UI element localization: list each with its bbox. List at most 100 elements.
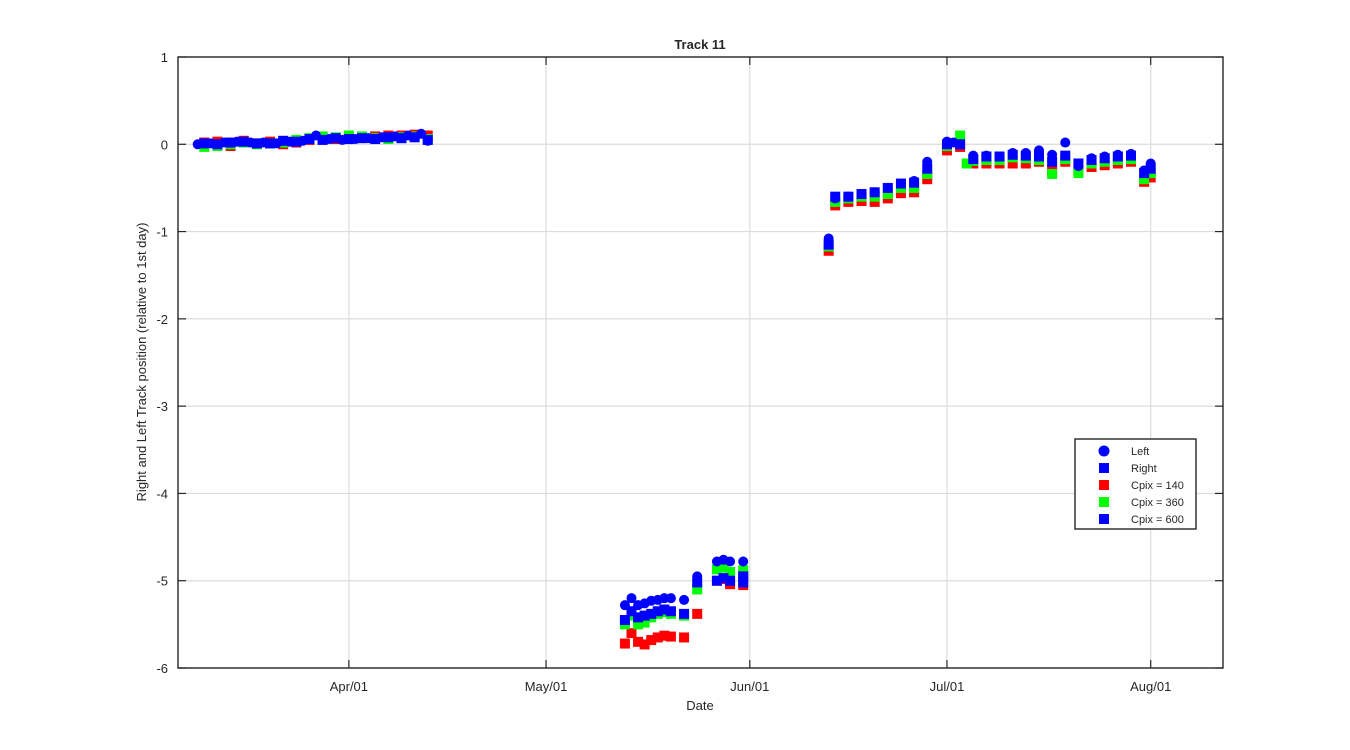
y-tick-label: -5 (156, 574, 168, 589)
data-point (619, 638, 630, 649)
y-tick-label: -2 (156, 312, 168, 327)
y-tick-label: -3 (156, 399, 168, 414)
data-point (1073, 168, 1084, 179)
data-point (659, 630, 670, 641)
legend-marker (1099, 497, 1109, 507)
data-point (337, 134, 348, 145)
data-point (258, 137, 269, 148)
data-point (895, 178, 906, 189)
legend-marker (1098, 445, 1110, 457)
data-marks (192, 128, 1156, 650)
data-point (646, 608, 657, 619)
data-point (909, 175, 920, 186)
data-point (692, 577, 703, 588)
legend-marker (1099, 514, 1109, 524)
data-point (718, 573, 729, 584)
data-point (251, 138, 262, 149)
legend-label: Cpix = 360 (1131, 497, 1184, 509)
data-point (396, 133, 407, 144)
data-point (823, 233, 834, 244)
data-point (357, 133, 368, 144)
data-point (626, 606, 637, 617)
data-point (304, 134, 315, 145)
data-point (882, 182, 893, 193)
data-point (955, 130, 966, 141)
data-point (389, 131, 400, 142)
data-point (1007, 148, 1018, 159)
legend-label: Cpix = 600 (1131, 514, 1184, 526)
data-point (626, 593, 637, 604)
data-point (725, 566, 736, 577)
data-point (639, 639, 650, 650)
data-point (1060, 137, 1071, 148)
data-point (665, 631, 676, 642)
data-point (1139, 174, 1150, 185)
legend-label: Left (1131, 446, 1149, 458)
x-tick-label: Jul/01 (930, 679, 965, 694)
data-point (633, 619, 644, 630)
data-point (652, 606, 663, 617)
data-point (1125, 148, 1136, 159)
data-point (882, 189, 893, 200)
data-point (981, 150, 992, 161)
data-point (909, 182, 920, 193)
data-point (738, 556, 749, 567)
x-tick-label: Jun/01 (730, 679, 769, 694)
y-tick-label: 1 (161, 50, 168, 65)
data-point (1020, 148, 1031, 159)
data-point (291, 136, 302, 147)
data-point (403, 130, 414, 141)
data-point (192, 139, 203, 150)
data-point (955, 139, 966, 150)
data-point (869, 196, 880, 207)
data-point (1047, 168, 1058, 179)
data-point (278, 135, 289, 146)
data-point (219, 137, 230, 148)
data-point (1139, 165, 1150, 176)
legend-label: Right (1131, 463, 1157, 475)
data-point (725, 556, 736, 567)
data-point (711, 564, 722, 575)
legend-label: Cpix = 140 (1131, 480, 1184, 492)
data-point (738, 571, 749, 582)
data-point (363, 133, 374, 144)
data-point (679, 594, 690, 605)
axis-ticks: 1 0 -1 -2 -3 -4 -5 -6 Apr/01 May/01 Jun/01 Jul/01 Au… (156, 50, 1223, 694)
data-point (416, 128, 427, 139)
data-point (659, 604, 670, 615)
data-point (718, 562, 729, 573)
data-point (376, 132, 387, 143)
data-point (284, 136, 295, 147)
data-point (199, 138, 210, 149)
data-point (922, 174, 933, 185)
data-point (830, 193, 841, 204)
y-tick-label: -6 (156, 661, 168, 676)
x-tick-label: Aug/01 (1130, 679, 1171, 694)
data-point (245, 137, 256, 148)
data-point (1086, 153, 1097, 164)
legend-item: Left (1098, 445, 1149, 458)
data-point (1033, 145, 1044, 156)
data-point (738, 577, 749, 588)
data-point (265, 138, 276, 149)
data-point (738, 565, 749, 576)
x-axis-label: Date (686, 698, 713, 713)
legend-marker (1099, 463, 1109, 473)
data-point (725, 575, 736, 586)
legend-box (1074, 438, 1197, 530)
data-point (626, 628, 637, 639)
legend-marker (1099, 480, 1109, 490)
data-point (1020, 158, 1031, 169)
data-point (843, 191, 854, 202)
data-point (922, 168, 933, 179)
data-point (895, 188, 906, 199)
data-point (619, 614, 630, 625)
data-point (324, 134, 335, 145)
data-point (225, 137, 236, 148)
y-tick-label: -1 (156, 225, 168, 240)
data-point (922, 163, 933, 174)
data-point (856, 189, 867, 200)
data-point (679, 632, 690, 643)
legend-item: Right (1099, 463, 1157, 475)
